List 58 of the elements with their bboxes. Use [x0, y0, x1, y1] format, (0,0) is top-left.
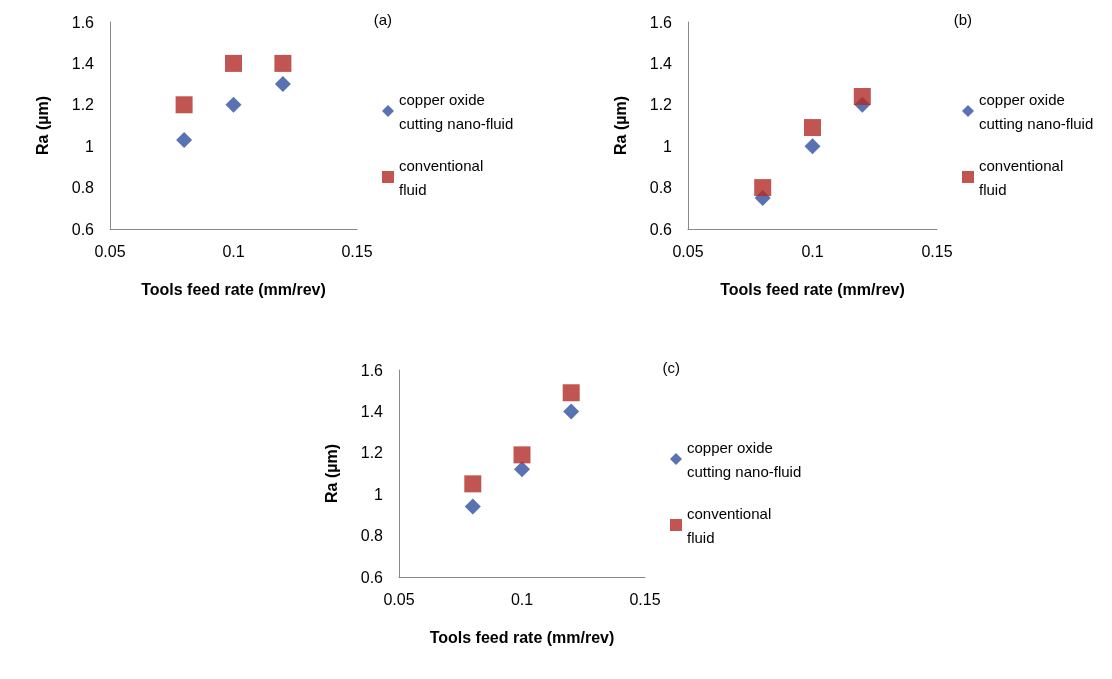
point: [176, 131, 193, 148]
x-tick-label: 0.15: [341, 242, 373, 260]
point: [514, 461, 530, 478]
legend-label: conventional fluid: [687, 504, 776, 546]
x-axis-title: Tools feed rate (mm/rev): [141, 280, 326, 298]
y-tick-label: 1.2: [649, 96, 673, 114]
y-tick-label: 1.4: [360, 402, 384, 420]
y-tick-label: 1.4: [649, 54, 673, 72]
point: [513, 446, 531, 464]
y-tick-label: 0.6: [649, 220, 673, 238]
x-tick-label: 0.05: [383, 590, 415, 608]
point: [804, 138, 821, 155]
legend-label: conventional fluid: [979, 156, 1068, 198]
x-axis-title: Tools feed rate (mm/rev): [720, 280, 905, 298]
y-tick-label: 1: [663, 137, 673, 155]
x-tick-label: 0.1: [222, 242, 245, 260]
x-axis-title: Tools feed rate (mm/rev): [429, 628, 615, 646]
point: [225, 54, 242, 72]
y-tick-label: 0.8: [71, 179, 95, 197]
chart-title: (c): [662, 359, 681, 376]
point: [274, 54, 292, 72]
y-tick-label: 1.6: [71, 13, 95, 31]
x-tick-label: 0.05: [94, 242, 126, 260]
legend-label: copper oxide cutting nano-fluid: [399, 90, 514, 132]
legend-label: copper oxide cutting nano-fluid: [979, 90, 1094, 132]
point: [804, 119, 821, 137]
legend-label: copper oxide cutting nano-fluid: [687, 438, 802, 480]
y-tick-label: 1: [85, 137, 95, 155]
point: [175, 96, 193, 114]
x-tick-label: 0.15: [629, 590, 661, 608]
x-tick-label: 0.1: [801, 242, 824, 260]
y-tick-label: 0.8: [360, 527, 384, 545]
point: [563, 403, 580, 420]
x-tick-label: 0.1: [510, 590, 534, 608]
y-tick-label: 0.6: [71, 220, 95, 238]
y-axis-title: Ra (µm): [611, 96, 629, 155]
y-tick-label: 1.2: [360, 444, 384, 462]
y-tick-label: 0.6: [360, 568, 384, 586]
point: [274, 76, 291, 93]
chart-title: (a): [373, 11, 393, 28]
y-tick-label: 1.6: [360, 361, 384, 379]
point: [853, 88, 871, 106]
y-tick-label: 1.6: [649, 13, 673, 31]
y-tick-label: 0.8: [649, 179, 673, 197]
y-tick-label: 1.4: [71, 54, 95, 72]
y-axis-title: Ra (µm): [33, 96, 51, 155]
y-axis-title: Ra (µm): [322, 444, 340, 503]
point: [754, 179, 772, 197]
point: [464, 498, 481, 515]
y-tick-label: 1: [374, 485, 384, 503]
point: [464, 475, 482, 493]
legend-label: conventional fluid: [399, 156, 488, 198]
chart-title: (b): [953, 11, 973, 28]
point: [225, 96, 242, 113]
y-tick-label: 1.2: [71, 96, 95, 114]
point: [562, 384, 580, 402]
x-tick-label: 0.15: [921, 242, 953, 260]
x-tick-label: 0.05: [672, 242, 704, 260]
